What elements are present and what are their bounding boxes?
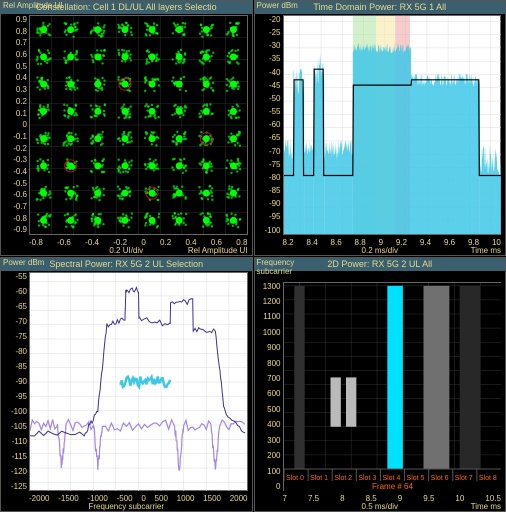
svg-text:Slot 5: Slot 5 [406, 475, 424, 482]
constellation-ylabel: Rel Amplitude UI [3, 1, 63, 10]
spectral-yticks: -55-60-65-70-75-80-85-90-95-100-105-110-… [1, 272, 29, 492]
power2d-plot[interactable]: Slot 0 Slot 1 Slot 2 Slot 3 Slot 4 Slot 5 Slot… [283, 282, 502, 492]
power2d-xdiv: 0.5 ms/div [362, 502, 398, 511]
power2d-yticks: 1300120011001000900800700600500400300200… [255, 282, 283, 492]
constellation-yticks: 0.90.80.70.60.50.40.30.20.10-0.1-0.2-0.3… [1, 15, 29, 235]
timepower-title: Time Domain Power: RX 5G 1 All [313, 2, 446, 13]
svg-text:Slot 7: Slot 7 [454, 475, 472, 482]
timepower-xdiv: 0.2 ms/div [362, 246, 398, 255]
power2d-ylabel: Frequency subcarrier [257, 258, 307, 276]
spectral-xlabel: Frequency subcarrier [88, 502, 164, 511]
constellation-xlabel: Rel Amplitude UI [188, 246, 248, 255]
timepower-yticks: -20-25-30-35-40-45-50-55-60-65-70-75-80-… [255, 15, 283, 235]
spectral-panel: Power dBm Spectral Power: RX 5G 2 UL Sel… [0, 257, 253, 512]
svg-text:Slot 8: Slot 8 [478, 475, 496, 482]
timepower-xlabel: Time ms [471, 246, 501, 255]
spectral-title: Spectral Power: RX 5G 2 UL Selection [49, 259, 203, 270]
svg-text:Slot 6: Slot 6 [430, 475, 448, 482]
timepower-ylabel: Power dBm [257, 1, 298, 10]
svg-text:Slot 1: Slot 1 [310, 475, 328, 482]
power2d-xlabel: Time ms [471, 502, 501, 511]
constellation-panel: Rel Amplitude UI Constellation: Cell 1 D… [0, 0, 253, 256]
power2d-title: 2D Power: RX 5G 2 UL All [327, 259, 432, 270]
power2d-panel: Frequency subcarrier 2D Power: RX 5G 2 U… [254, 257, 506, 512]
constellation-plot[interactable] [29, 15, 248, 235]
spectral-plot[interactable] [29, 272, 248, 492]
svg-text:Slot 3: Slot 3 [358, 475, 376, 482]
spectral-ylabel: Power dBm [3, 258, 44, 267]
svg-text:Slot 0: Slot 0 [286, 475, 304, 482]
svg-text:Slot 2: Slot 2 [334, 475, 352, 482]
svg-text:Frame # 64: Frame # 64 [372, 482, 413, 491]
constellation-xdiv: 0.2 UI/div [109, 246, 143, 255]
timepower-panel: Power dBm Time Domain Power: RX 5G 1 All… [254, 0, 506, 256]
svg-text:Slot 4: Slot 4 [382, 475, 400, 482]
timepower-plot[interactable] [283, 15, 502, 235]
constellation-title: Constellation: Cell 1 DL/UL All layers S… [36, 2, 217, 13]
